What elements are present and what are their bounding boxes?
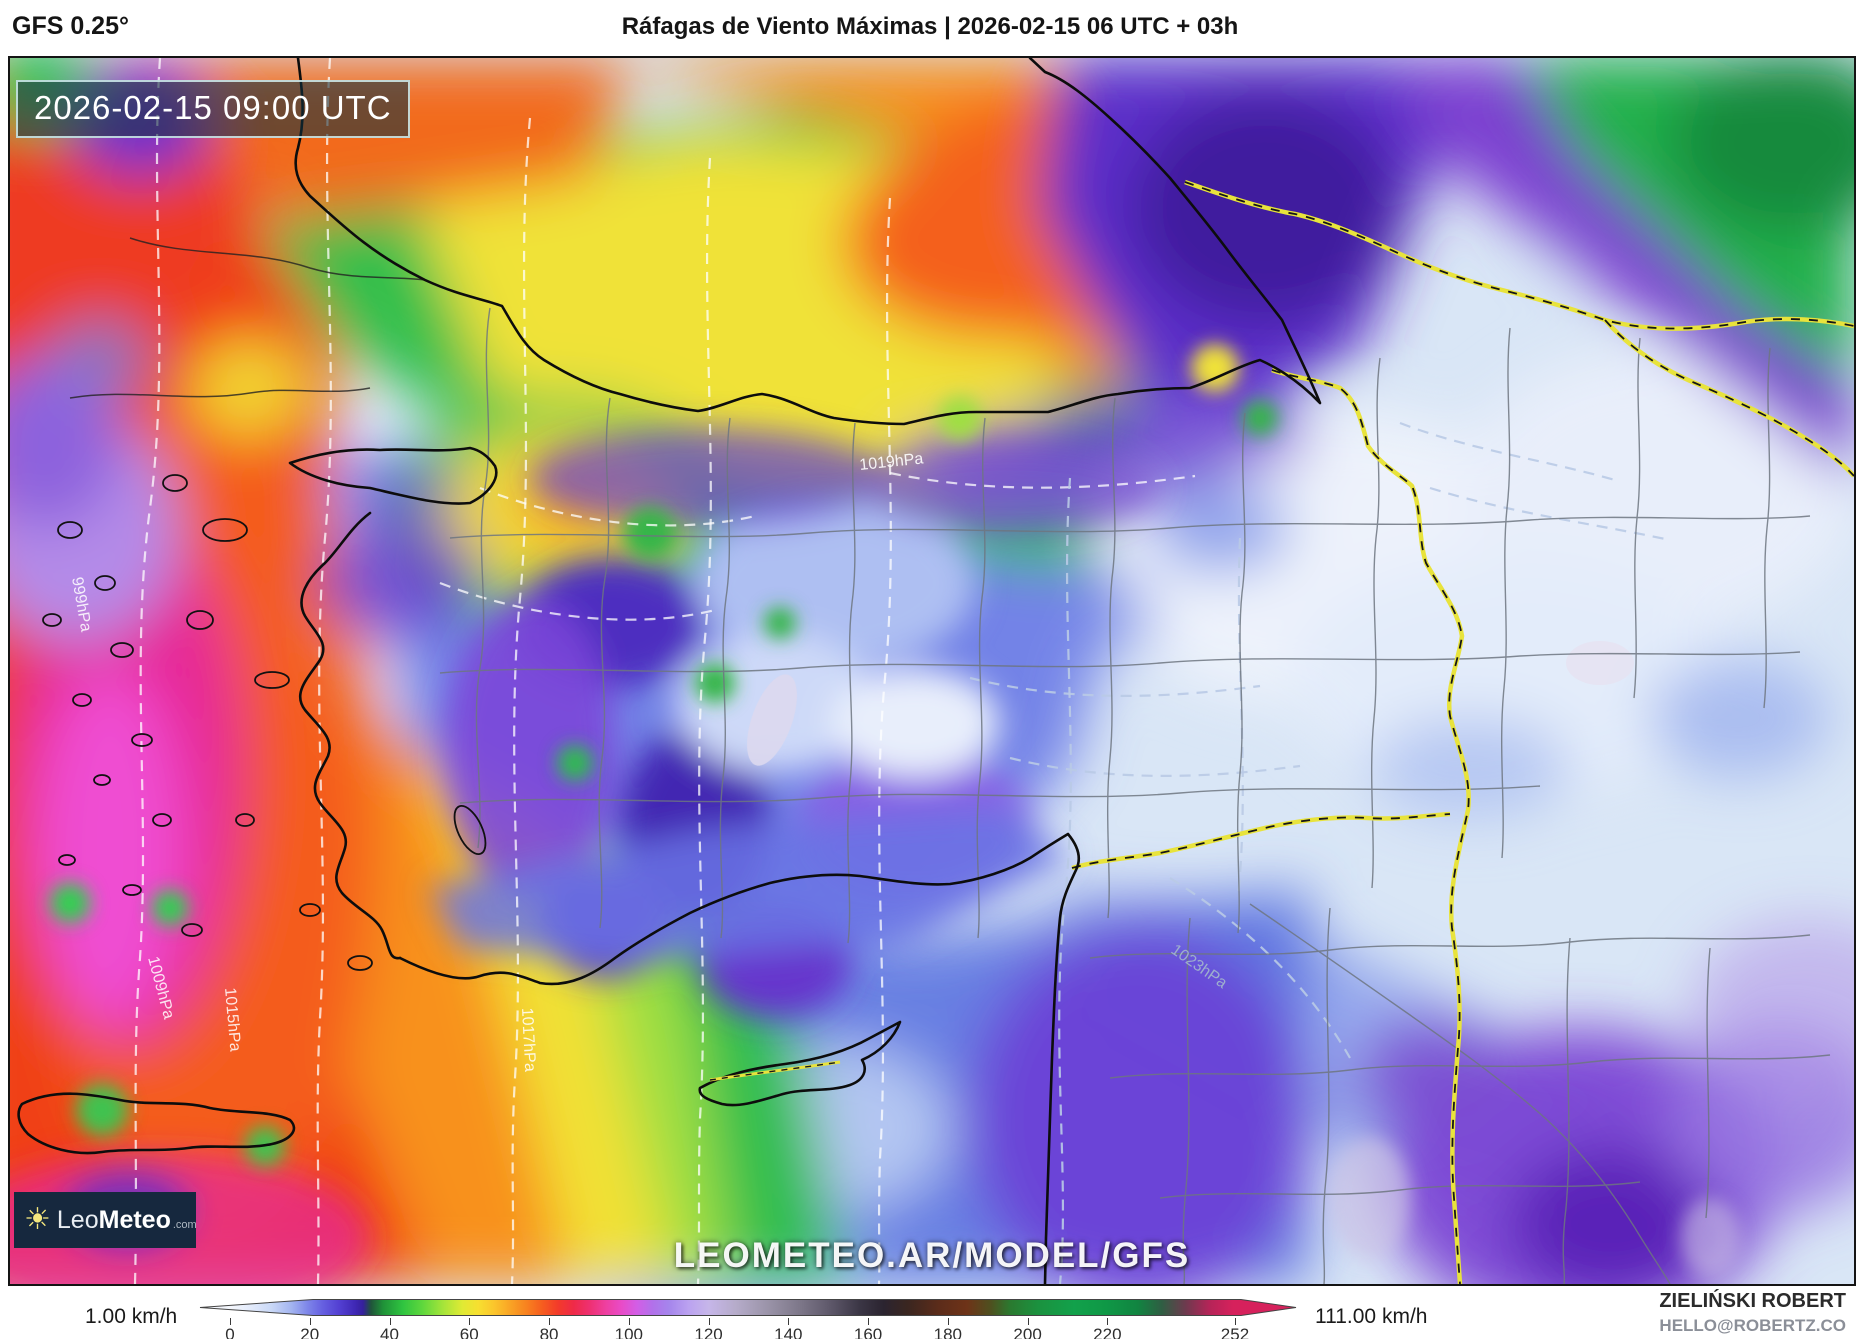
colorbar-tickmark <box>469 1318 471 1325</box>
west-borders <box>69 237 426 399</box>
isobar-label: 1017hPa <box>518 1007 538 1072</box>
colorbar-tickmark <box>1027 1318 1029 1325</box>
colorbar-tickmark <box>389 1318 391 1325</box>
colorbar-tick-label: 180 <box>933 1325 963 1339</box>
colorbar-tick-label: 160 <box>853 1325 883 1339</box>
colorbar-tickmark <box>309 1318 311 1325</box>
colorbar-gradient <box>199 1299 1297 1316</box>
colorbar-max-label: 111.00 km/h <box>1315 1305 1428 1328</box>
lake-shape <box>1566 641 1634 685</box>
colorbar-tickmark <box>549 1318 551 1325</box>
colorbar-tickmark <box>868 1318 870 1325</box>
colorbar-tick-label: 252 <box>1220 1325 1250 1339</box>
coastlines <box>17 58 1322 1284</box>
colorbar-tick-label: 220 <box>1093 1325 1122 1339</box>
colorbar <box>198 1297 1298 1318</box>
province-borders <box>439 307 1831 1284</box>
colorbar-tick-label: 80 <box>539 1325 559 1339</box>
logo-text-bold: Meteo <box>98 1205 171 1234</box>
colorbar-tick-label: 120 <box>694 1325 723 1339</box>
colorbar-tick-label: 100 <box>614 1325 643 1339</box>
colorbar-tick-label: 140 <box>774 1325 803 1339</box>
colorbar-tickmark <box>1234 1318 1236 1325</box>
colorbar-ticks: 0 20 40 60 80 100 120 140 160 180 200 220 252 <box>198 1318 1298 1339</box>
isobar-label: 1015hPa <box>221 987 244 1052</box>
colorbar-tick-label: 200 <box>1013 1325 1042 1339</box>
colorbar-tick-label: 40 <box>380 1325 399 1339</box>
island-outlines <box>42 474 487 971</box>
colorbar-tickmark <box>1107 1318 1109 1325</box>
isobar-label: 1019hPa <box>859 450 925 474</box>
colorbar-tickmark <box>947 1318 949 1325</box>
lake-shape <box>747 674 797 766</box>
colorbar-tickmark <box>628 1318 630 1325</box>
cyprus-buffer-line <box>709 1060 841 1082</box>
isobar-lines <box>133 58 1196 1284</box>
leometeo-logo: ☀ Leo Meteo .com <box>14 1192 197 1248</box>
country-borders <box>1071 179 1854 1284</box>
page-title: Ráfagas de Viento Máximas | 2026-02-15 0… <box>621 13 1239 40</box>
colorbar-tickmark <box>230 1318 231 1325</box>
sun-icon: ☀ <box>24 1203 51 1236</box>
model-label: GFS 0.25° <box>12 12 129 40</box>
watermark: LEOMETEO.AR/MODEL/GFS <box>673 1236 1191 1275</box>
logo-text-light: Leo <box>56 1205 99 1234</box>
credit-author: ZIELIŃSKI ROBERT <box>1659 1290 1846 1312</box>
logo-text-suffix: .com <box>172 1219 197 1231</box>
colorbar-min-label: 1.00 km/h <box>85 1305 178 1328</box>
colorbar-tick-label: 0 <box>225 1325 235 1339</box>
wind-gust-field: 999hPa 1009hPa 1015hPa 1017hPa 1019hPa 1… <box>10 58 1854 1284</box>
colorbar-tickmark <box>788 1318 790 1325</box>
timestamp-overlay: 2026-02-15 09:00 UTC <box>16 80 410 138</box>
credit-contact: HELLO@ROBERTZ.CO <box>1659 1316 1846 1335</box>
colorbar-tick-label: 60 <box>459 1325 479 1339</box>
forecast-map: 999hPa 1009hPa 1015hPa 1017hPa 1019hPa 1… <box>8 56 1856 1286</box>
colorbar-tickmark <box>708 1318 710 1325</box>
colorbar-tick-label: 20 <box>300 1325 320 1339</box>
